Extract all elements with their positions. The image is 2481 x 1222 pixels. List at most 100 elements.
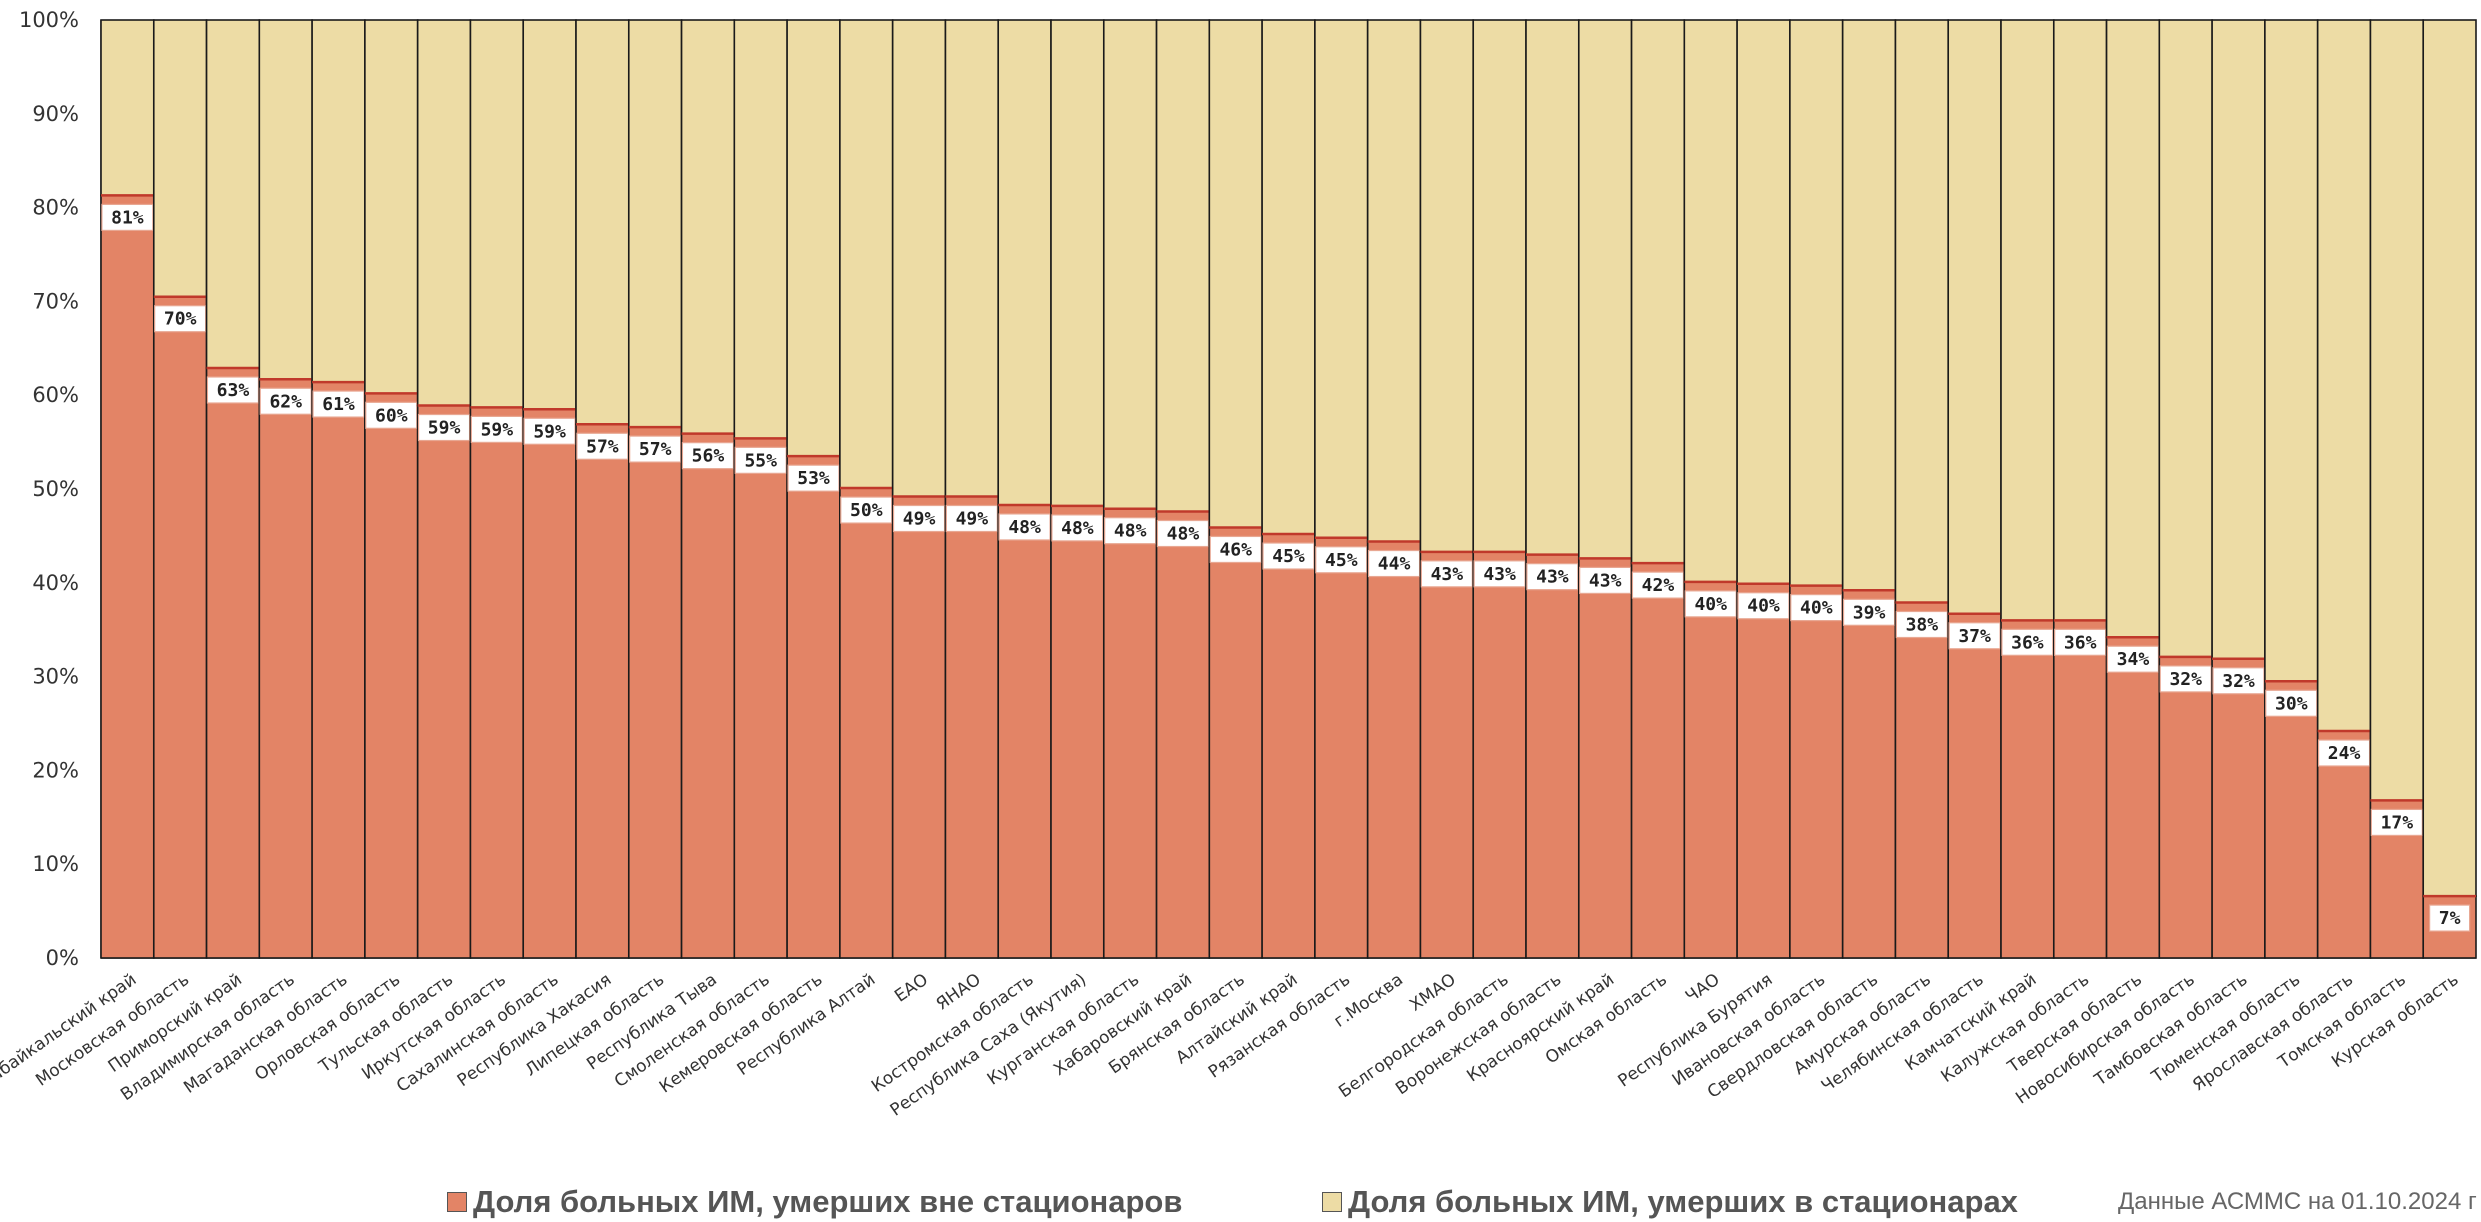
category-label: ЧАО xyxy=(1682,970,1724,1007)
bar-outside-hospital xyxy=(1736,582,1791,959)
bar-outside-hospital xyxy=(1314,536,1369,959)
data-label: 32% xyxy=(2169,669,2202,690)
data-label: 43% xyxy=(1431,564,1464,585)
data-label-box xyxy=(1842,598,1896,626)
data-label: 48% xyxy=(1167,524,1200,545)
bar-inside-hospital xyxy=(1525,19,1580,556)
data-label-box xyxy=(2159,665,2212,693)
bar-outside-hospital xyxy=(152,295,208,959)
data-label: 43% xyxy=(1536,567,1569,588)
data-label: 43% xyxy=(1589,570,1622,591)
y-tick-label: 50% xyxy=(32,477,79,501)
data-label-box xyxy=(2106,645,2160,673)
data-label-box xyxy=(206,376,260,404)
bar-inside-hospital xyxy=(1947,19,2002,615)
bar-outside-hospital xyxy=(1472,551,1527,959)
data-label-box xyxy=(734,446,787,474)
bar-inside-hospital xyxy=(2369,19,2425,802)
data-label: 36% xyxy=(2011,632,2044,653)
bar-inside-hospital xyxy=(258,19,313,381)
data-label: 32% xyxy=(2222,671,2255,692)
bar-inside-hospital xyxy=(575,19,630,426)
data-label: 36% xyxy=(2064,632,2097,653)
data-label-box xyxy=(1895,610,1948,639)
data-label: 45% xyxy=(1325,550,1358,571)
data-label: 48% xyxy=(1008,517,1041,538)
bar-inside-hospital xyxy=(522,19,577,411)
bar-outside-hospital xyxy=(891,495,947,959)
y-tick-label: 0% xyxy=(46,946,79,970)
bar-outside-hospital xyxy=(1102,507,1158,959)
data-label: 17% xyxy=(2381,812,2414,833)
bar-outside-hospital xyxy=(944,495,1000,959)
legend-swatch-outside xyxy=(447,1192,467,1212)
bar-inside-hospital xyxy=(1366,19,1422,543)
y-tick-label: 10% xyxy=(32,852,79,876)
data-label-box xyxy=(259,387,312,415)
bar-outside-hospital xyxy=(469,406,525,959)
data-label-box xyxy=(629,435,682,463)
bar-inside-hospital xyxy=(311,19,366,383)
bar-inside-hospital xyxy=(891,19,947,498)
data-label-box xyxy=(154,305,207,333)
data-label: 38% xyxy=(1906,614,1939,635)
data-label: 37% xyxy=(1958,626,1991,647)
bar-inside-hospital xyxy=(944,19,1000,498)
data-label: 42% xyxy=(1642,575,1675,596)
y-tick-label: 40% xyxy=(32,571,79,595)
bar-outside-hospital xyxy=(1050,505,1105,959)
bar-outside-hospital xyxy=(1208,526,1263,959)
data-label: 70% xyxy=(164,309,197,330)
bar-outside-hospital xyxy=(1683,581,1738,959)
bar-outside-hospital xyxy=(2105,636,2161,959)
data-label: 44% xyxy=(1378,554,1411,575)
data-label: 49% xyxy=(956,509,989,530)
bar-inside-hospital xyxy=(2211,19,2266,660)
bar-outside-hospital xyxy=(364,392,419,959)
data-label-box xyxy=(1473,560,1526,588)
bar-outside-hospital xyxy=(311,381,366,959)
bar-outside-hospital xyxy=(2211,657,2266,959)
bar-inside-hospital xyxy=(469,19,525,409)
bar-outside-hospital xyxy=(1894,601,1950,959)
bar-inside-hospital xyxy=(1736,19,1791,585)
data-label: 53% xyxy=(797,468,830,489)
data-label: 56% xyxy=(692,446,725,467)
bar-inside-hospital xyxy=(205,19,261,369)
data-label: 39% xyxy=(1853,602,1886,623)
data-label-box xyxy=(840,496,893,524)
bar-outside-hospital xyxy=(627,426,683,959)
bar-outside-hospital xyxy=(1419,551,1475,959)
data-label: 61% xyxy=(322,394,355,415)
bar-inside-hospital xyxy=(100,19,155,197)
y-tick-label: 90% xyxy=(32,102,79,126)
data-label-box xyxy=(2429,904,2471,932)
data-label-box xyxy=(1156,519,1210,548)
data-label-box xyxy=(1315,546,1368,574)
data-label: 57% xyxy=(639,439,672,460)
data-label-box xyxy=(1367,549,1421,578)
data-label-box xyxy=(576,432,629,460)
bar-outside-hospital xyxy=(416,404,472,959)
bar-outside-hospital xyxy=(839,487,894,959)
data-label: 57% xyxy=(586,436,619,457)
data-label: 24% xyxy=(2328,743,2361,764)
legend-label-outside: Доля больных ИМ, умерших вне стационаров xyxy=(473,1184,1183,1219)
category-label: ЕАО xyxy=(891,970,932,1007)
bar-inside-hospital xyxy=(2316,19,2372,732)
bar-inside-hospital xyxy=(1155,19,1211,513)
legend-swatch-inside xyxy=(1322,1192,1342,1212)
data-label-box xyxy=(1790,594,1843,622)
bar-inside-hospital xyxy=(2422,19,2477,897)
bar-inside-hospital xyxy=(1577,19,1633,560)
bar-inside-hospital xyxy=(839,19,894,489)
bar-inside-hospital xyxy=(2052,19,2108,622)
data-label-box xyxy=(2317,739,2371,767)
bar-inside-hospital xyxy=(2105,19,2161,639)
data-label: 55% xyxy=(744,450,777,471)
bar-outside-hospital xyxy=(2316,730,2372,959)
bar-inside-hospital xyxy=(1789,19,1844,587)
data-label: 46% xyxy=(1219,539,1252,560)
